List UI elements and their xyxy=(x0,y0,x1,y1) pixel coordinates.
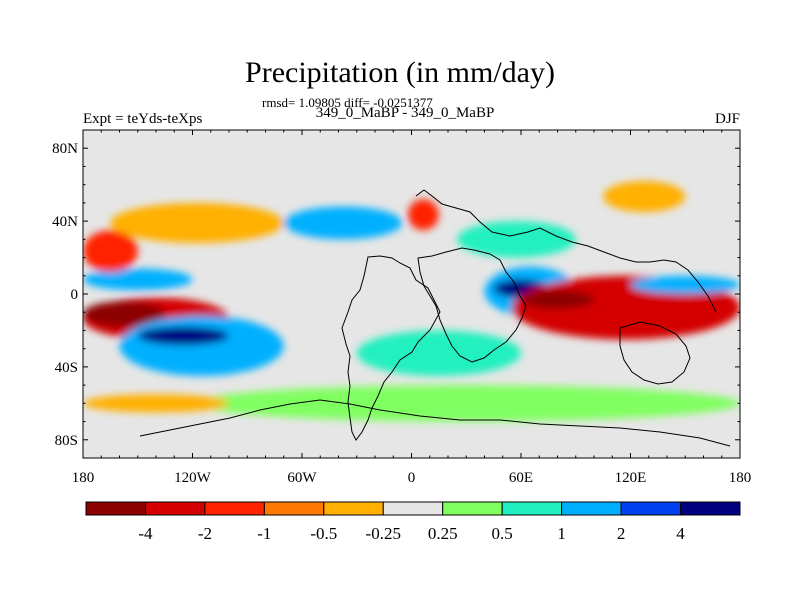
region-n-pacific-wet xyxy=(83,268,193,291)
colorbar-label: -2 xyxy=(198,524,212,543)
colorbar-swatch xyxy=(204,501,265,516)
anomaly-regions xyxy=(83,181,740,422)
colorbar-label: -1 xyxy=(257,524,271,543)
colorbar-swatch xyxy=(561,501,622,516)
x-tick-label: 0 xyxy=(408,470,416,486)
region-s-atlantic-wet xyxy=(356,330,521,376)
region-n-atlantic-wet xyxy=(283,206,403,240)
colorbar-label: 4 xyxy=(676,524,685,543)
australia-outline xyxy=(619,321,691,385)
region-southern-ocean-wet xyxy=(192,385,740,422)
colorbar-label: 0.25 xyxy=(428,524,458,543)
colorbar: -4 -2 -1 -0.5 -0.25 0.25 0.5 1 2 4 xyxy=(85,501,741,543)
colorbar-swatch xyxy=(442,501,503,516)
colorbar-label: 2 xyxy=(617,524,626,543)
y-tick-label: 80S xyxy=(55,433,78,449)
region-southern-ocean-dry xyxy=(83,394,229,413)
antarctica-outline xyxy=(139,399,731,447)
colorbar-swatch xyxy=(382,501,444,516)
chart-title: Precipitation (in mm/day) xyxy=(245,56,555,89)
region-s-pacific-wet-core xyxy=(137,326,229,346)
experiment-label: Expt = teYds-teXps xyxy=(83,111,203,127)
y-axis: 80N 40N 0 40S 80S xyxy=(52,141,740,449)
x-axis: 180 120W 60W 0 60E 120E 180 xyxy=(72,130,752,486)
colorbar-swatch xyxy=(323,501,384,516)
africa-outline xyxy=(417,247,527,363)
colorbar-label: -0.25 xyxy=(366,524,401,543)
region-e-pacific-dry-core xyxy=(83,301,166,327)
colorbar-label: 0.5 xyxy=(492,524,513,543)
x-tick-label: 60E xyxy=(509,470,533,486)
x-tick-label: 120W xyxy=(174,470,212,486)
region-europe-dry xyxy=(407,199,439,231)
region-asia-dry xyxy=(603,181,686,212)
region-n-africa-wet xyxy=(457,221,576,258)
region-w-pacific-wet xyxy=(630,275,740,294)
region-n-atlantic-dry-band xyxy=(110,202,284,243)
season-label: DJF xyxy=(714,111,740,127)
y-tick-label: 40N xyxy=(52,214,78,230)
colorbar-swatch xyxy=(144,501,206,516)
colorbar-label: -0.5 xyxy=(310,524,337,543)
rmsd-diff-label: rmsd= 1.09805 diff= -0.0251377 xyxy=(262,95,433,110)
colorbar-swatch xyxy=(501,501,563,516)
colorbar-swatch xyxy=(263,501,325,516)
colorbar-swatch xyxy=(620,501,682,516)
x-tick-label: 180 xyxy=(72,470,95,486)
region-n-pacific-dry xyxy=(83,230,138,273)
region-s-pacific-wet xyxy=(119,315,284,376)
x-tick-label: 60W xyxy=(287,470,317,486)
y-tick-label: 40S xyxy=(55,360,78,376)
colorbar-label: -4 xyxy=(138,524,153,543)
y-tick-label: 80N xyxy=(52,141,78,157)
eurasia-outline xyxy=(415,189,717,313)
region-maritime-dry-core xyxy=(521,290,594,309)
continent-outlines xyxy=(139,189,731,447)
x-tick-label: 120E xyxy=(615,470,647,486)
colorbar-swatch xyxy=(680,501,741,516)
plot-area xyxy=(83,130,740,458)
colorbar-swatch xyxy=(85,501,146,516)
y-tick-label: 0 xyxy=(71,287,79,303)
chart-subtitle: 349_0_MaBP - 349_0_MaBP xyxy=(315,105,495,121)
colorbar-label: 1 xyxy=(557,524,566,543)
x-tick-label: 180 xyxy=(729,470,752,486)
